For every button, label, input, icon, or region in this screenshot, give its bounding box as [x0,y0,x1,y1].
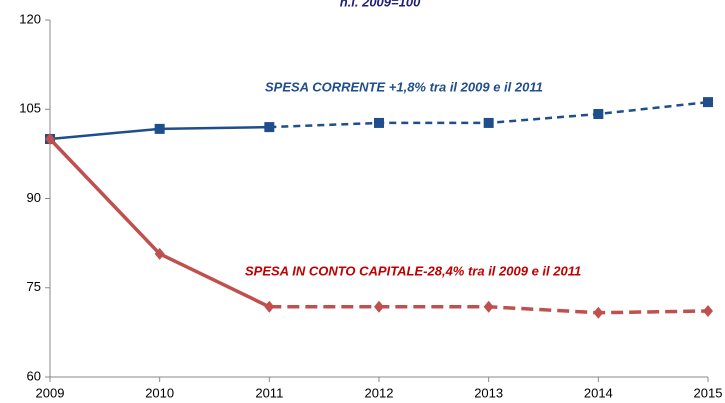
point [264,300,275,313]
x-tick-label: 2011 [255,385,283,400]
point [483,117,494,128]
x-tick-label: 2013 [474,385,503,400]
y-tick-label: 90 [27,190,41,205]
point [703,304,713,317]
point [264,122,275,133]
y-tick-label: 75 [27,279,41,294]
point [593,109,604,120]
point [154,123,165,134]
point [374,117,384,128]
x-tick-label: 2012 [365,385,394,400]
x-tick-label: 2015 [694,385,723,400]
annotation: SPESA IN CONTO CAPITALE-28,4% tra il 200… [245,263,581,278]
point [703,97,713,108]
x-tick-label: 2009 [36,385,65,400]
x-tick-label: 2014 [584,385,613,400]
point [374,300,384,313]
series-line [48,137,271,309]
y-tick-label: 105 [19,101,41,116]
point [593,306,604,319]
chart-title: n.i. 2009=100 [340,0,421,9]
annotation: SPESA CORRENTE +1,8% tra il 2009 e il 20… [265,79,543,94]
y-tick-label: 60 [27,368,41,383]
point [45,133,55,145]
point [154,247,165,260]
x-tick-label: 2010 [145,385,174,400]
y-tick-label: 120 [19,11,41,26]
point [483,300,494,313]
